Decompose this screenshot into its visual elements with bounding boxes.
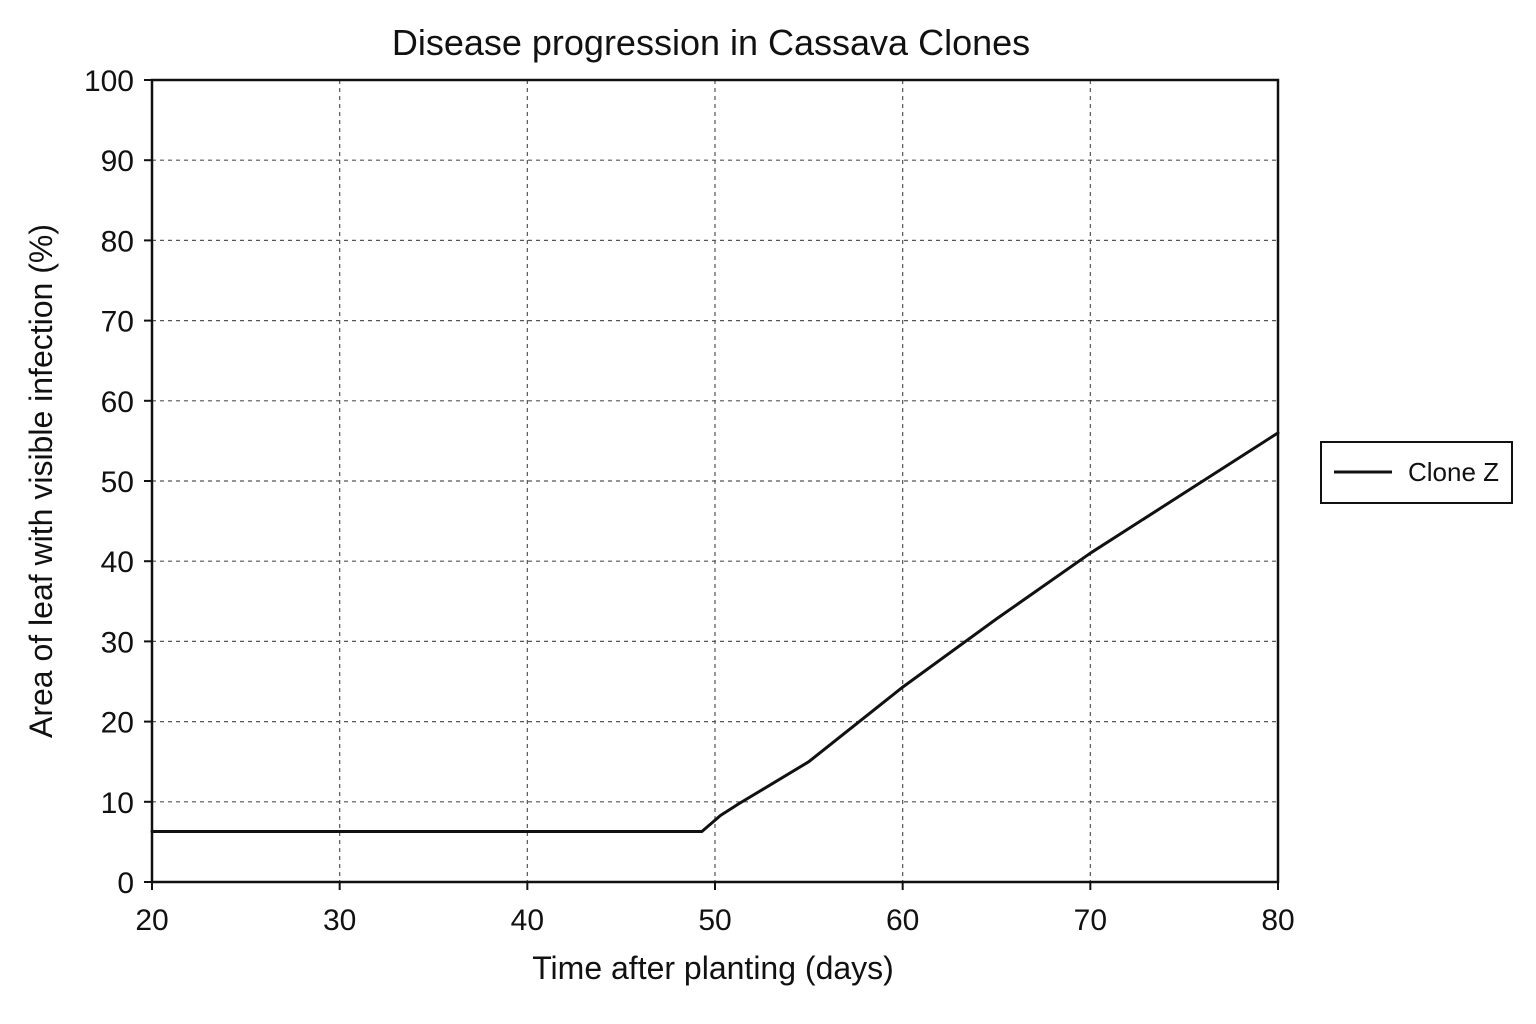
y-tick-label: 20 — [101, 707, 134, 740]
y-tick-label: 0 — [117, 867, 134, 900]
x-tick-label: 80 — [1261, 904, 1294, 937]
y-tick-label: 70 — [101, 306, 134, 339]
x-tick-label: 60 — [886, 904, 919, 937]
series-line-clone-z — [150, 431, 1280, 833]
legend: Clone Z — [1320, 441, 1513, 504]
x-tick-label: 20 — [135, 904, 168, 937]
y-tick-label: 80 — [101, 225, 134, 258]
legend-label: Clone Z — [1408, 457, 1499, 487]
y-tick-label: 10 — [101, 787, 134, 820]
y-tick-label: 90 — [101, 145, 134, 178]
x-tick-label: 30 — [323, 904, 356, 937]
y-tick-label: 50 — [101, 466, 134, 499]
chart-title: Disease progression in Cassava Clones — [392, 22, 1030, 63]
y-axis-label: Area of leaf with visible infection (%) — [23, 224, 59, 738]
grid — [152, 80, 1278, 882]
x-axis-label: Time after planting (days) — [532, 950, 894, 986]
x-tick-label: 50 — [698, 904, 731, 937]
y-tick-label: 40 — [101, 546, 134, 579]
x-tick-label: 70 — [1074, 904, 1107, 937]
y-tick-label: 60 — [101, 386, 134, 419]
x-tick-label: 40 — [511, 904, 544, 937]
y-tick-label: 30 — [101, 626, 134, 659]
axis-ticks: 20 30 40 50 60 70 80 0 10 20 30 40 50 60 70 80 90 100 — [84, 65, 1295, 937]
y-tick-label: 100 — [84, 65, 134, 98]
series-lines — [150, 431, 1280, 833]
